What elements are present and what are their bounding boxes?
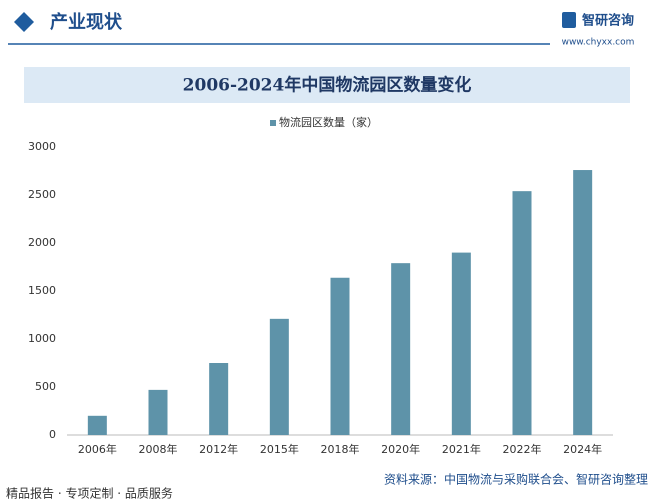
y-tick-label: 1500 [28, 284, 56, 297]
chart-title: 2006-2024年中国物流园区数量变化 [183, 75, 472, 96]
x-tick-label: 2008年 [139, 442, 178, 456]
x-tick-label: 2021年 [442, 442, 481, 456]
bar [209, 363, 229, 435]
legend-label: 物流园区数量（家） [279, 115, 378, 129]
x-tick-label: 2012年 [199, 442, 238, 456]
y-tick-label: 2500 [28, 188, 56, 201]
x-tick-label: 2018年 [321, 442, 360, 456]
source: 资料来源：中国物流与采购联合会、智研咨询整理 [384, 472, 648, 487]
bar [573, 170, 593, 436]
slogan: 精品报告 · 专项定制 · 品质服务 [6, 486, 173, 501]
section-title: 产业现状 [50, 11, 123, 33]
bar [451, 252, 471, 435]
y-tick-label: 0 [49, 428, 56, 441]
legend-swatch [270, 120, 276, 126]
header-icon [14, 12, 34, 32]
y-tick-label: 500 [35, 380, 56, 393]
y-tick-label: 3000 [28, 140, 56, 153]
bar [330, 277, 350, 435]
y-tick-label: 1000 [28, 332, 56, 345]
bar [269, 318, 289, 435]
x-tick-label: 2015年 [260, 442, 299, 456]
brand: 智研咨询 [582, 13, 634, 29]
title-box [24, 67, 630, 103]
url: www.chyxx.com [562, 38, 635, 48]
bar [148, 389, 168, 435]
x-tick-label: 2022年 [503, 442, 542, 456]
x-tick-label: 2024年 [563, 442, 602, 456]
bar [391, 263, 411, 435]
x-tick-label: 2006年 [78, 442, 117, 456]
bar [87, 415, 107, 435]
logo-icon [562, 12, 576, 28]
y-tick-label: 2000 [28, 236, 56, 249]
plot: 0 500 1000 1500 2000 2500 3000 物流园区数量（家） 2006年 20… [28, 115, 613, 456]
x-tick-label: 2020年 [381, 442, 420, 456]
bar [512, 191, 532, 435]
